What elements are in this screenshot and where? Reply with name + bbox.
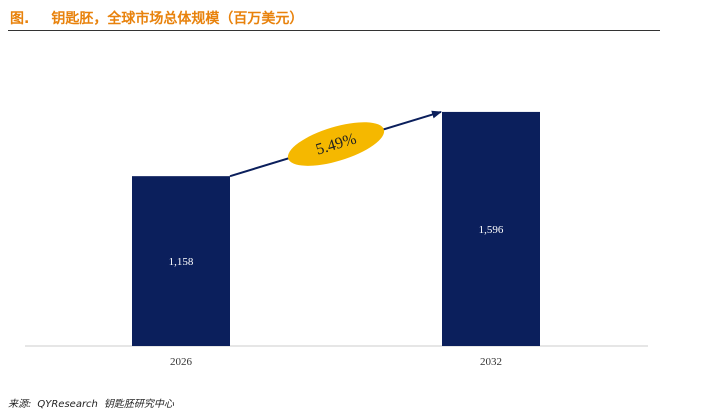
bar-value-label: 1,596: [479, 224, 504, 236]
source-prefix: 来源:: [8, 399, 32, 410]
title-divider: [8, 30, 660, 31]
growth-badge: 5.49%: [287, 122, 385, 166]
bar-value-label: 1,158: [169, 256, 194, 268]
source-org: QYResearch: [37, 399, 98, 410]
figure-title-text: 钥匙胚，全球市场总体规模（百万美元）: [51, 11, 304, 27]
bar-2032: [442, 111, 540, 346]
x-tick-label: 2032: [480, 356, 502, 368]
source-suffix: 钥匙胚研究中心: [103, 399, 174, 410]
x-tick-label: 2026: [170, 356, 193, 368]
bar-2026: [132, 176, 230, 346]
figure-label: 图.: [10, 11, 30, 27]
figure-title: 图. 钥匙胚，全球市场总体规模（百万美元）: [10, 8, 303, 28]
growth-badge-ellipse: [287, 122, 385, 166]
source-note: 来源: QYResearch 钥匙胚研究中心: [8, 395, 174, 410]
